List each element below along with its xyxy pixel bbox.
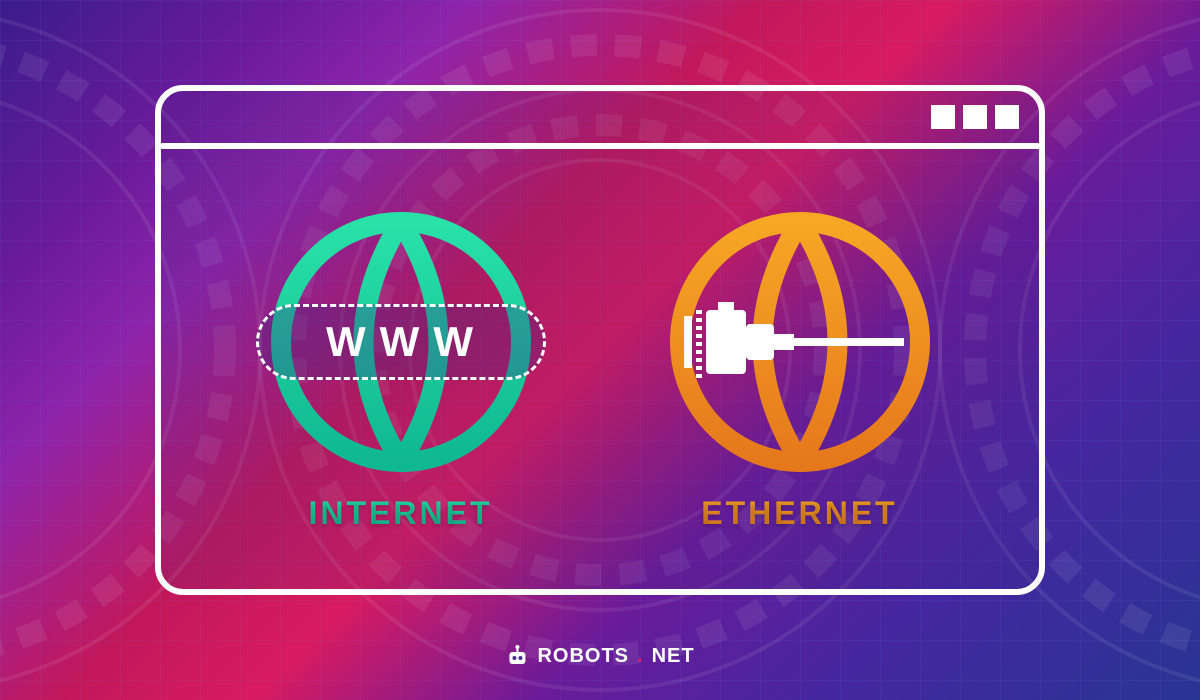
internet-label: INTERNET <box>309 495 493 532</box>
www-pill: WWW <box>256 304 546 380</box>
cable-line <box>794 338 904 346</box>
internet-block: WWW INTERNET <box>266 207 536 532</box>
internet-globe-icon: WWW <box>266 207 536 477</box>
titlebar-dot <box>995 105 1019 129</box>
robot-icon <box>505 644 529 668</box>
logo: ROBOTS. NET <box>505 644 694 668</box>
ethernet-block: ETHERNET <box>665 207 935 532</box>
ethernet-cable-icon <box>684 302 904 382</box>
browser-window: WWW INTERNET <box>155 85 1045 595</box>
window-titlebar <box>161 91 1039 149</box>
logo-text-left: ROBOTS <box>537 645 629 668</box>
www-label: WWW <box>326 318 487 366</box>
logo-text-right: NET <box>652 645 695 668</box>
titlebar-dot <box>931 105 955 129</box>
window-body: WWW INTERNET <box>161 149 1039 589</box>
logo-dot: . <box>637 645 644 668</box>
ethernet-label: ETHERNET <box>701 495 897 532</box>
ethernet-globe-icon <box>665 207 935 477</box>
titlebar-dot <box>963 105 987 129</box>
